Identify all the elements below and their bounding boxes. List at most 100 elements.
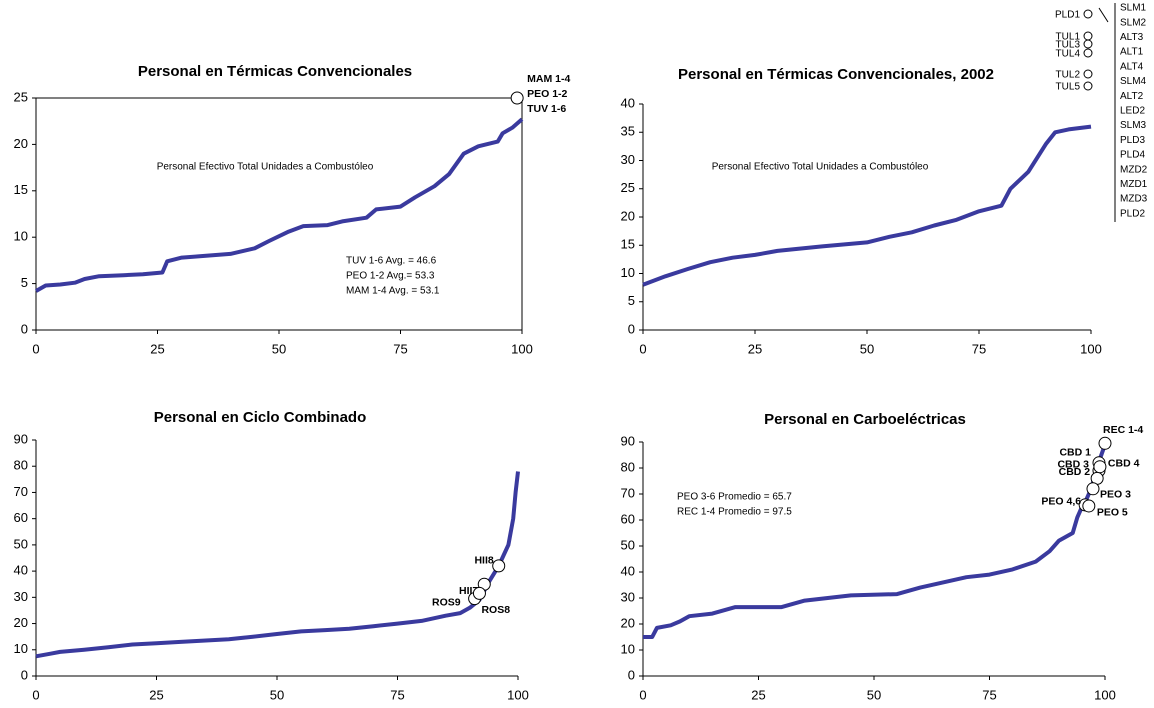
unit-label: TUL4 [1056,49,1081,60]
note: PEO 3-6 Promedio = 65.7 [677,492,792,503]
marker [510,91,524,105]
marker [492,559,506,573]
y-tick-label: 0 [628,321,635,336]
y-tick-label: 10 [14,641,28,656]
note: TUV 1-6 Avg. = 46.6 [346,256,437,267]
x-tick-label: 0 [32,341,39,356]
y-tick-label: 0 [21,667,28,682]
x-tick-label: 50 [270,687,284,702]
x-tick-label: 100 [1094,687,1116,702]
y-tick-label: 70 [14,484,28,499]
y-tick-label: 50 [14,536,28,551]
y-tick-label: 0 [21,321,28,336]
x-tick-label: 25 [748,341,762,356]
y-tick-label: 60 [621,511,635,526]
unit-label: PLD2 [1120,208,1145,219]
point-label: CBD 3 [1057,458,1089,470]
point-label: TUV 1-6 [527,103,566,115]
y-tick-label: 50 [621,537,635,552]
unit-label: MZD2 [1120,164,1148,175]
annotation: Personal Efectivo Total Unidades a Combu… [157,162,374,173]
x-tick-label: 75 [390,687,404,702]
data-line [642,124,1092,287]
chart-title: Personal en Ciclo Combinado [154,409,367,426]
unit-label: SLM4 [1120,76,1147,87]
unit-label: PLD1 [1055,10,1080,21]
y-tick-label: 35 [621,124,635,139]
unit-label: TUL5 [1056,82,1081,93]
y-tick-label: 20 [621,615,635,630]
y-tick-label: 80 [621,459,635,474]
unit-label: ALT3 [1120,32,1144,43]
y-tick-label: 80 [14,458,28,473]
marker [1098,436,1112,450]
unit-label: TUL2 [1056,70,1081,81]
unit-label: PLD3 [1120,135,1145,146]
y-tick-label: 5 [21,275,28,290]
point-label: CBD 2 [1059,466,1091,478]
x-tick-label: 25 [149,687,163,702]
note: PEO 1-2 Avg.= 53.3 [346,271,435,282]
note: REC 1-4 Promedio = 97.5 [677,507,792,518]
annotation: Personal Efectivo Total Unidades a Combu… [712,162,929,173]
plot-frame [35,97,523,331]
x-tick-label: 25 [751,687,765,702]
x-tick-label: 50 [860,341,874,356]
y-tick-label: 0 [628,667,635,682]
unit-label: TUL3 [1056,40,1081,51]
x-tick-label: 0 [32,687,39,702]
point-label: REC 1-4 [1103,424,1143,436]
point-label: CBD 1 [1059,447,1091,459]
y-tick-label: 30 [14,589,28,604]
unit-marker [1083,9,1093,19]
y-tick-label: 25 [14,89,28,104]
y-tick-label: 90 [621,433,635,448]
x-tick-label: 0 [639,341,646,356]
x-tick-label: 75 [972,341,986,356]
data-line [35,117,524,293]
point-label: HII8 [474,555,493,567]
x-tick-label: 25 [150,341,164,356]
y-tick-label: 10 [14,229,28,244]
x-tick-label: 75 [982,687,996,702]
unit-label: PLD4 [1120,150,1145,161]
x-tick-label: 75 [393,341,407,356]
unit-label: SLM1 [1120,3,1147,14]
y-tick-label: 40 [621,95,635,110]
unit-label: SLM3 [1120,120,1147,131]
point-label: PEO 1-2 [527,88,567,100]
y-tick-label: 60 [14,510,28,525]
y-tick-label: 70 [621,485,635,500]
y-tick-label: 15 [14,182,28,197]
data-line [35,471,520,659]
y-tick-label: 90 [14,431,28,446]
note: MAM 1-4 Avg. = 53.1 [346,286,440,297]
y-tick-label: 10 [621,641,635,656]
y-tick-label: 15 [621,237,635,252]
data-line [643,443,1107,639]
unit-label: ALT4 [1120,61,1144,72]
chart-title: Personal en Carboeléctricas [764,411,966,428]
point-label: ROS9 [432,596,461,608]
y-tick-label: 30 [621,589,635,604]
x-tick-label: 100 [507,687,529,702]
y-tick-label: 20 [621,208,635,223]
unit-label: SLM2 [1120,17,1147,28]
y-tick-label: 30 [621,152,635,167]
marker [1082,499,1096,513]
y-tick-label: 40 [621,563,635,578]
point-label: ROS8 [481,604,510,616]
chart-title: Personal en Térmicas Convencionales, 200… [678,66,994,83]
x-tick-label: 50 [867,687,881,702]
unit-label: ALT1 [1120,47,1144,58]
unit-marker [1083,69,1093,79]
unit-label: MZD3 [1120,194,1148,205]
unit-marker [1083,39,1093,49]
point-label: CBD 4 [1108,457,1140,469]
y-tick-label: 20 [14,136,28,151]
marker [1093,460,1107,474]
unit-label: LED2 [1120,106,1145,117]
x-tick-label: 50 [272,341,286,356]
